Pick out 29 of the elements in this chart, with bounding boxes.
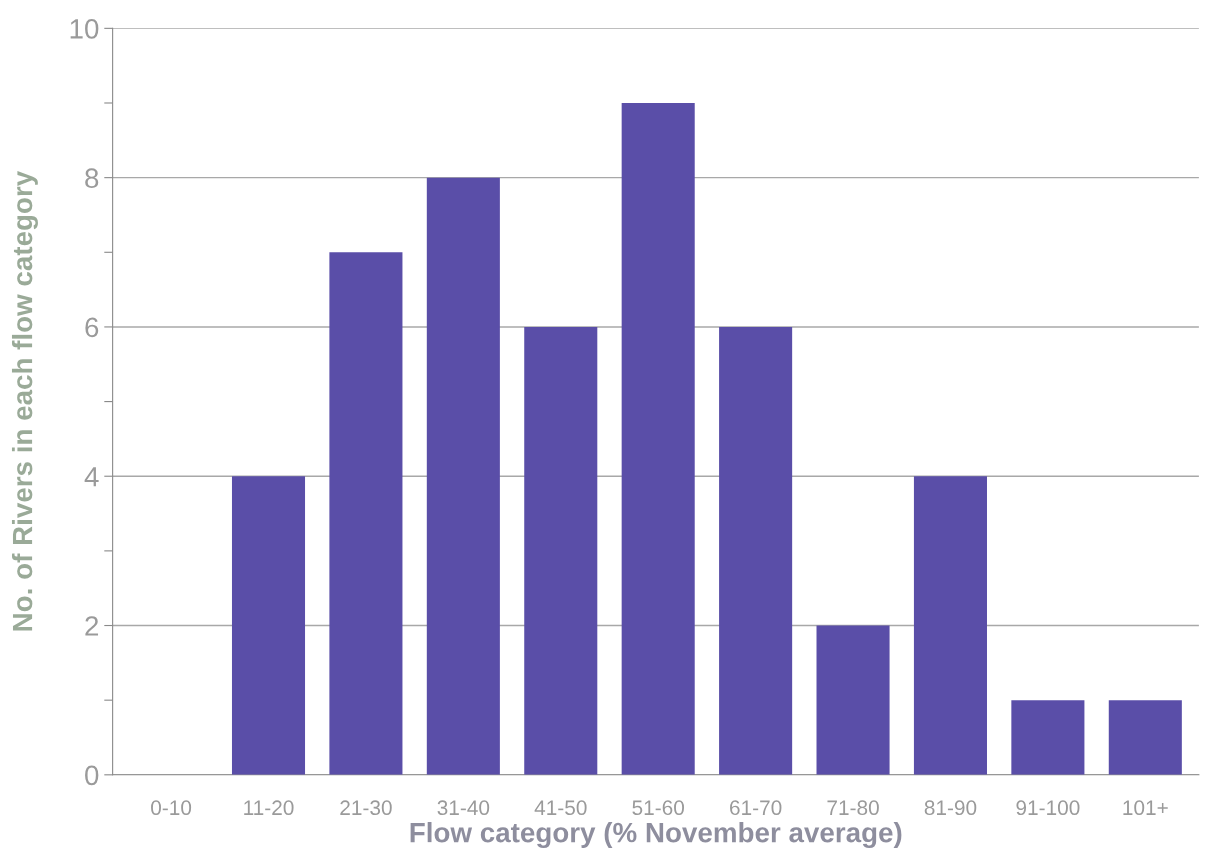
x-tick-label: 41-50 bbox=[534, 800, 587, 816]
x-tick-label: 31-40 bbox=[437, 800, 490, 816]
y-tick-label: 2 bbox=[85, 616, 99, 636]
x-tick-label: 51-60 bbox=[632, 800, 685, 816]
x-tick-label: 71-80 bbox=[827, 800, 879, 816]
x-axis-title: Flow category (% November average) bbox=[410, 822, 902, 849]
y-tick-label: 10 bbox=[70, 19, 99, 39]
x-tick-label: 101+ bbox=[1123, 800, 1168, 816]
bar bbox=[621, 102, 695, 775]
bar bbox=[1011, 700, 1085, 775]
bar bbox=[816, 625, 890, 775]
bar bbox=[231, 476, 306, 775]
bar bbox=[426, 177, 500, 775]
x-tick-label: 91-100 bbox=[1016, 800, 1080, 816]
bar bbox=[329, 252, 403, 775]
x-tick-label: 11-20 bbox=[244, 800, 294, 816]
y-tick-label: 8 bbox=[85, 168, 99, 188]
y-tick-label: 6 bbox=[85, 317, 99, 338]
bar bbox=[524, 326, 598, 775]
y-tick-label: 4 bbox=[84, 467, 99, 487]
bar bbox=[1108, 700, 1182, 775]
bar bbox=[719, 326, 793, 775]
y-tick-label: 0 bbox=[85, 765, 99, 786]
x-tick-label: 61-70 bbox=[730, 800, 782, 816]
x-tick-label: 81-90 bbox=[924, 800, 977, 816]
x-tick-label: 0-10 bbox=[151, 800, 192, 816]
y-axis-title: No. of Rivers in each flow category bbox=[11, 170, 38, 631]
x-tick-label: 21-30 bbox=[340, 800, 392, 816]
bar bbox=[913, 476, 987, 775]
